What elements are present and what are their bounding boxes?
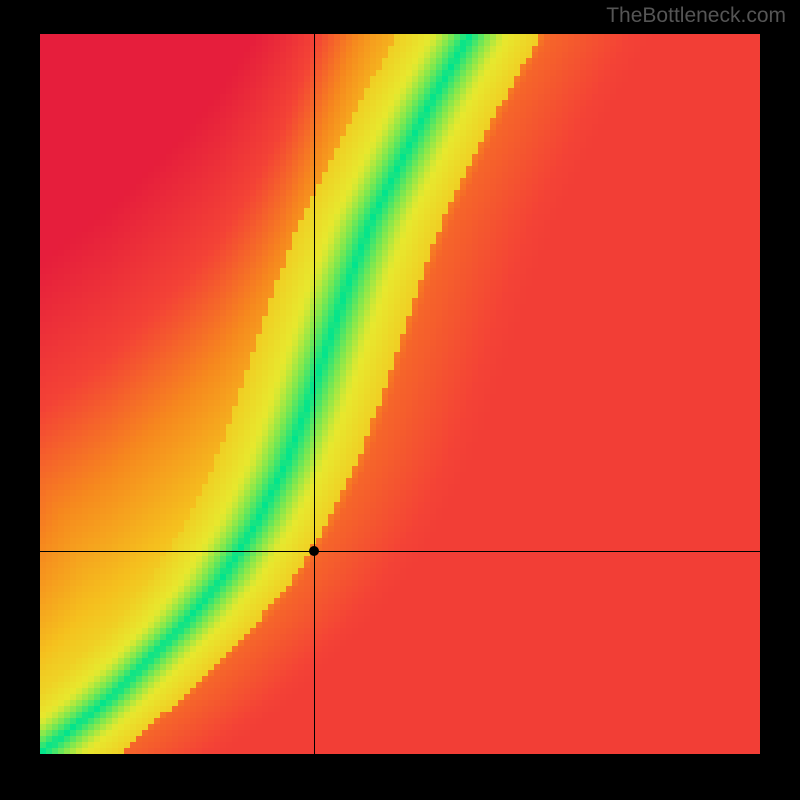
crosshair-vertical [314, 34, 315, 754]
heatmap-canvas [40, 34, 760, 754]
crosshair-horizontal [40, 551, 760, 552]
marker-dot [309, 546, 319, 556]
chart-container: TheBottleneck.com [0, 0, 800, 800]
heatmap-plot [40, 34, 760, 754]
watermark-text: TheBottleneck.com [606, 4, 786, 28]
